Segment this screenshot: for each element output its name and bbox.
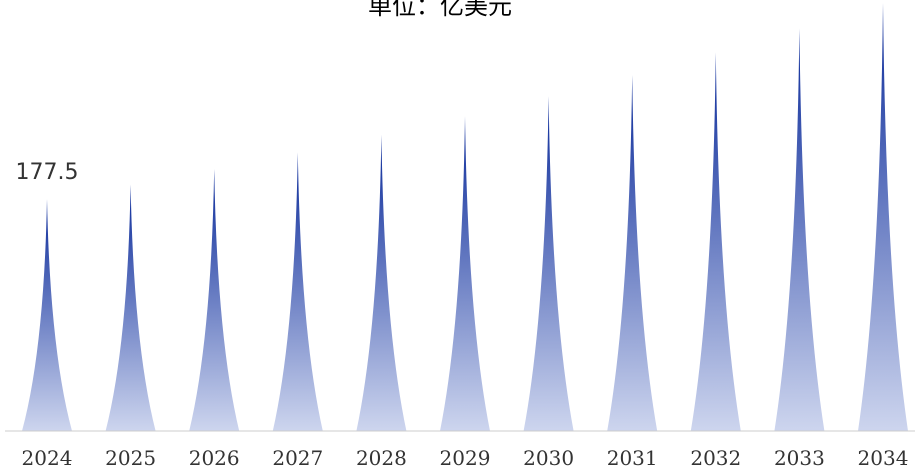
x-tick-label: 2031 xyxy=(607,446,658,469)
chart-title: 单位：亿美元 xyxy=(368,0,512,20)
data-label: 177.5 xyxy=(16,160,79,185)
x-tick-label: 2024 xyxy=(22,446,73,469)
bar-2028 xyxy=(356,134,407,431)
bar-2029 xyxy=(440,116,490,431)
bar-2027 xyxy=(272,152,323,431)
x-tick-label: 2026 xyxy=(189,446,240,469)
x-tick-label: 2030 xyxy=(523,446,574,469)
x-tick-label: 2033 xyxy=(774,446,825,469)
x-tick-label: 2032 xyxy=(690,446,741,469)
bar-2031 xyxy=(607,74,658,431)
bar-2032 xyxy=(690,52,741,431)
x-tick-label: 2027 xyxy=(272,446,323,469)
bar-2025 xyxy=(105,184,156,431)
bar-2024 xyxy=(22,199,72,431)
x-tick-label: 2029 xyxy=(440,446,491,469)
bar-2033 xyxy=(774,28,825,432)
x-tick-label: 2025 xyxy=(105,446,156,469)
bar-2026 xyxy=(189,169,240,431)
bars-layer xyxy=(22,3,908,432)
x-tick-label: 2028 xyxy=(356,446,407,469)
x-tick-label: 2034 xyxy=(858,446,909,469)
bar-2030 xyxy=(523,96,574,431)
data-labels: 177.5 xyxy=(16,160,79,185)
bar-2034 xyxy=(858,3,908,432)
x-axis-ticks: 2024 2025 2026 2027 2028 2029 2030 2031 2032 2033… xyxy=(22,446,909,469)
